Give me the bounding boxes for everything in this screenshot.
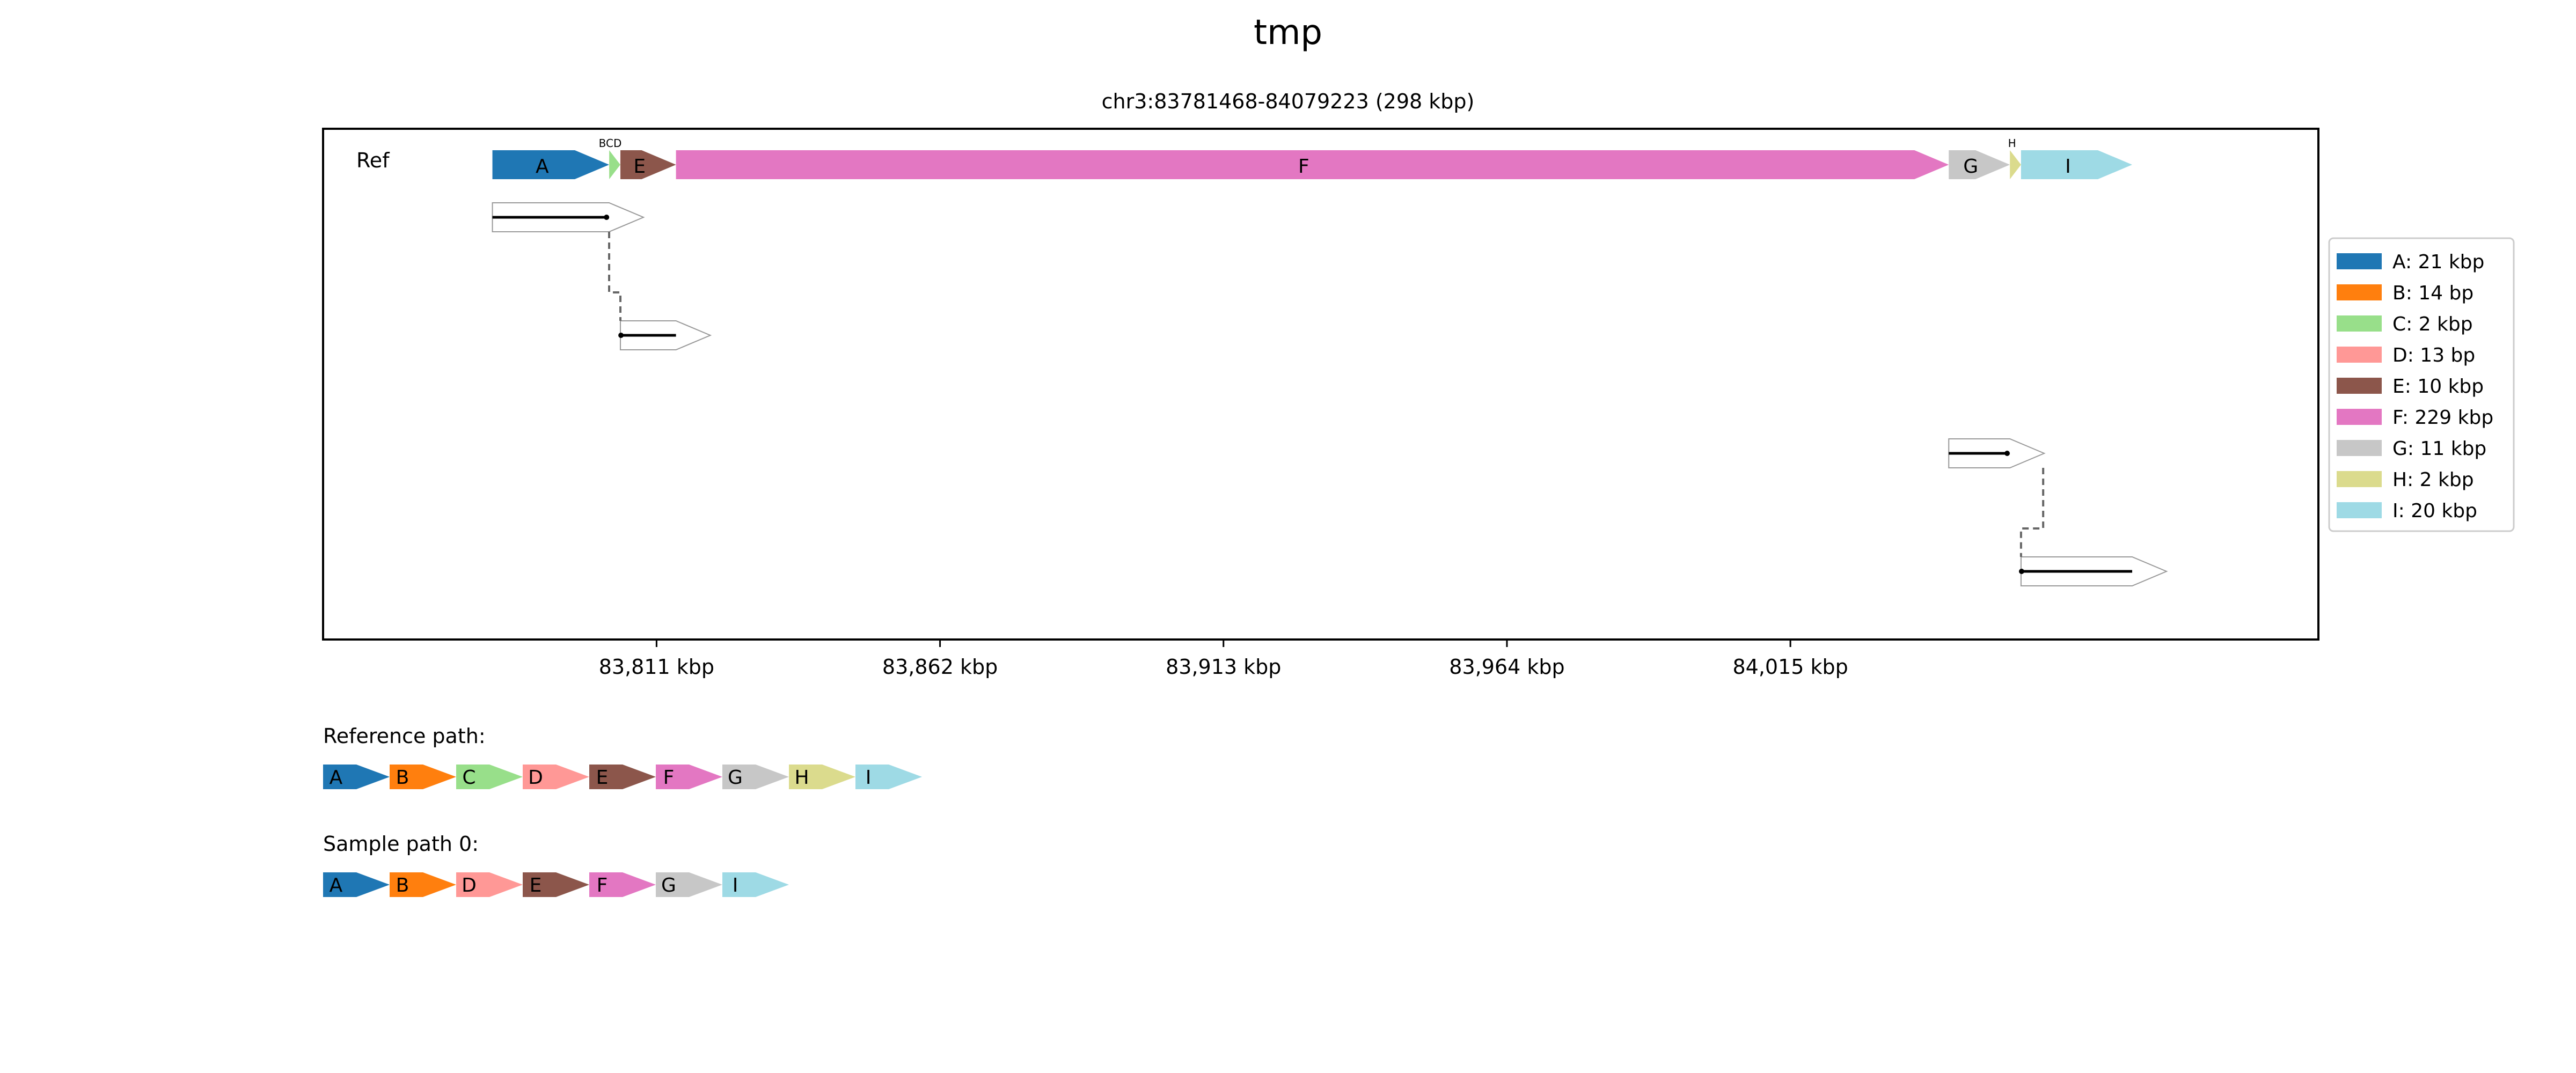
- ref-segment-label: A: [536, 156, 549, 178]
- legend-entry: H: 2 kbp: [2392, 469, 2474, 491]
- ref-segment-label: I: [2065, 156, 2071, 178]
- legend-entry: I: 20 kbp: [2392, 500, 2477, 522]
- path-segment-e: [523, 872, 589, 897]
- legend-swatch: [2337, 253, 2382, 269]
- path-segment-label: B: [396, 767, 409, 789]
- path-segment-g: [722, 765, 789, 789]
- x-tick-label: 84,015 kbp: [1732, 655, 1848, 679]
- ref-segment-i: [2021, 150, 2133, 179]
- path-segment-label: G: [661, 874, 676, 896]
- ref-segment-c: [609, 150, 620, 179]
- ref-segment-f: [676, 150, 1949, 179]
- path-segment-i: [722, 872, 789, 897]
- path-segment-d: [523, 765, 589, 789]
- path-segment-f: [656, 765, 722, 789]
- ref-segment-h: [2010, 150, 2021, 179]
- plot-frame: [322, 128, 2319, 641]
- ref-segment-g: [1949, 150, 2010, 179]
- x-tick-label: 83,862 kbp: [882, 655, 998, 679]
- alignment-anchor: [618, 333, 624, 338]
- path-segment-a: [323, 872, 390, 897]
- alignment-connector: [608, 232, 622, 321]
- alignment-anchor: [2018, 569, 2024, 574]
- path-segment-b: [390, 872, 456, 897]
- path-segment-label: I: [733, 874, 738, 896]
- legend-entry: C: 2 kbp: [2392, 313, 2473, 335]
- path-segment-label: A: [330, 874, 343, 896]
- track-label: Ref: [356, 149, 390, 172]
- legend-swatch: [2337, 284, 2382, 300]
- path-segment-h: [789, 765, 855, 789]
- legend-box: [2328, 237, 2515, 532]
- path-segment-d: [456, 872, 523, 897]
- legend-entry: G: 11 kbp: [2392, 438, 2486, 460]
- path-label: Reference path:: [323, 724, 486, 748]
- alignment-anchor: [2004, 451, 2010, 456]
- ref-segment-label: G: [1963, 156, 1978, 178]
- small-segment-label: H: [2008, 137, 2016, 150]
- path-segment-label: D: [528, 767, 543, 789]
- path-segment-label: H: [794, 767, 809, 789]
- legend-swatch: [2337, 502, 2382, 518]
- legend-swatch: [2337, 347, 2382, 363]
- legend-entry: A: 21 kbp: [2392, 251, 2484, 273]
- legend-entry: F: 229 kbp: [2392, 407, 2493, 429]
- small-segment-label: BCD: [599, 137, 622, 150]
- x-tick-label: 83,964 kbp: [1449, 655, 1564, 679]
- alignment-connector: [2019, 468, 2045, 557]
- x-axis: 83,811 kbp 83,862 kbp 83,913 kbp 83,964 kbp…: [599, 640, 1848, 679]
- ref-segment-label: E: [633, 156, 646, 178]
- alignment-anchor: [604, 215, 610, 220]
- path-segment-label: D: [462, 874, 477, 896]
- path-segment-label: E: [596, 767, 609, 789]
- path-segment-label: I: [866, 767, 872, 789]
- legend-swatch: [2337, 315, 2382, 332]
- path-label: Sample path 0:: [323, 832, 479, 856]
- path-segment-g: [656, 872, 722, 897]
- legend-swatch: [2337, 409, 2382, 425]
- region-label: chr3:83781468-84079223 (298 kbp): [1102, 90, 1475, 113]
- path-segment-label: F: [597, 874, 608, 896]
- legend-swatch: [2337, 471, 2382, 487]
- reference-track: A E F G I BCD H: [492, 137, 2133, 179]
- path-segment-label: G: [728, 767, 743, 789]
- alignment-track: [492, 202, 2168, 586]
- path-segment-f: [589, 872, 656, 897]
- ref-segment-a: [492, 150, 610, 179]
- path-segment-c: [456, 765, 523, 789]
- path-segment-label: F: [663, 767, 675, 789]
- legend-entry: E: 10 kbp: [2392, 376, 2484, 398]
- ref-segment-e: [620, 150, 676, 179]
- path-segment-i: [855, 765, 922, 789]
- legend-swatch: [2337, 378, 2382, 394]
- legend: A: 21 kbp B: 14 bp C: 2 kbp D: 13 bp E: 10 k…: [2328, 237, 2515, 532]
- path-segment-e: [589, 765, 656, 789]
- x-tick-label: 83,811 kbp: [599, 655, 714, 679]
- x-tick-label: 83,913 kbp: [1166, 655, 1281, 679]
- legend-entry: D: 13 bp: [2392, 344, 2475, 366]
- path-diagrams: Reference path: A B C D E F G H I Sample path 0: A B…: [323, 724, 922, 897]
- path-segment-label: A: [330, 767, 343, 789]
- path-segment-label: B: [396, 874, 409, 896]
- legend-swatch: [2337, 440, 2382, 456]
- legend-entry: B: 14 bp: [2392, 282, 2473, 304]
- path-segment-label: E: [530, 874, 542, 896]
- path-segment-a: [323, 765, 390, 789]
- path-segment-b: [390, 765, 456, 789]
- figure-title: tmp: [1254, 13, 1322, 53]
- ref-segment-label: F: [1298, 156, 1309, 178]
- path-segment-label: C: [462, 767, 475, 789]
